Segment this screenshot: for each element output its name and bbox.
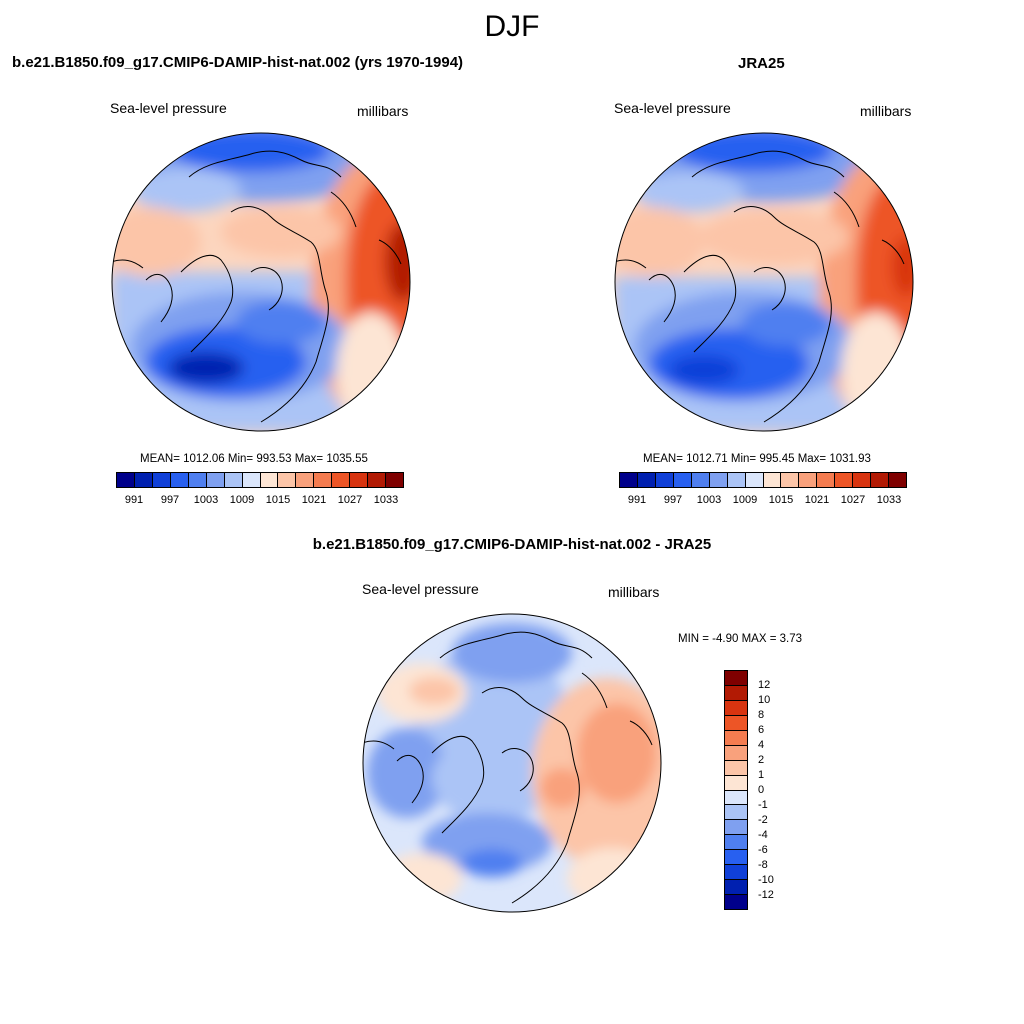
diff-colorbar-tick-label: -4 [758, 829, 768, 841]
diff-colorbar-swatch [725, 895, 747, 909]
diff-colorbar-swatch [725, 730, 747, 746]
diff-colorbar-tick-label: -1 [758, 799, 768, 811]
model-units-label: millibars [357, 103, 409, 119]
model-colorbar-swatch [117, 473, 135, 487]
diff-colorbar-swatch [725, 671, 747, 686]
diff-colorbar-tick-label: -8 [758, 859, 768, 871]
model-colorbar-swatch [278, 473, 297, 487]
diff-colorbar-swatch [725, 835, 747, 851]
diff-colorbar-swatch [725, 820, 747, 836]
model-colorbar-swatch [314, 473, 333, 487]
diff-colorbar-swatch [725, 745, 747, 761]
page-title: DJF [484, 10, 540, 43]
model-variable-label: Sea-level pressure [110, 100, 227, 116]
model-colorbar-tick-label: 1033 [373, 494, 399, 506]
diff-colorbar-tick-label: -12 [758, 889, 774, 901]
model-colorbar-tick-label: 1009 [229, 494, 255, 506]
obs-colorbar-tick-label: 1021 [804, 494, 830, 506]
obs-colorbar-swatch [637, 473, 656, 487]
obs-colorbar-swatch [745, 473, 764, 487]
obs-colorbar-tick-label: 991 [627, 494, 647, 506]
obs-colorbar-tick-label: 997 [663, 494, 683, 506]
model-stats: MEAN= 1012.06 Min= 993.53 Max= 1035.55 [140, 453, 368, 465]
model-colorbar-swatch [332, 473, 351, 487]
model-colorbar-swatch [224, 473, 243, 487]
diff-variable-label: Sea-level pressure [362, 581, 479, 597]
model-colorbar-swatch [368, 473, 387, 487]
obs-colorbar-swatch [781, 473, 800, 487]
model-colorbar [116, 472, 404, 488]
model-colorbar-swatch [242, 473, 261, 487]
diff-colorbar-swatch [725, 880, 747, 896]
obs-colorbar-swatch [709, 473, 728, 487]
diff-units-label: millibars [608, 584, 660, 600]
diff-colorbar-tick-label: 6 [758, 724, 765, 736]
diff-stats: MIN = -4.90 MAX = 3.73 [678, 633, 803, 645]
diff-colorbar-tick-label: -6 [758, 844, 768, 856]
obs-colorbar-tick-label: 1009 [732, 494, 758, 506]
diff-colorbar-tick-label: 4 [758, 739, 765, 751]
diff-colorbar-tick-label: 8 [758, 709, 765, 721]
model-colorbar-tick-label: 1027 [337, 494, 363, 506]
diff-colorbar-swatch [725, 700, 747, 716]
diff-colorbar-swatch [725, 775, 747, 791]
diff-colorbar-tick-label: 10 [758, 694, 771, 706]
obs-colorbar-swatch [763, 473, 782, 487]
diff-colorbar-tick-label: 1 [758, 769, 765, 781]
diff-colorbar-tick-label: 0 [758, 784, 765, 796]
model-colorbar-tick-label: 1015 [265, 494, 291, 506]
diff-colorbar-swatch [725, 805, 747, 821]
obs-colorbar-swatch [817, 473, 836, 487]
obs-stats: MEAN= 1012.71 Min= 995.45 Max= 1031.93 [643, 453, 871, 465]
diff-polar-map [362, 613, 662, 913]
model-colorbar-tick-label: 997 [160, 494, 180, 506]
obs-colorbar-swatch [655, 473, 674, 487]
diff-colorbar [724, 670, 748, 910]
model-colorbar-swatch [134, 473, 153, 487]
obs-colorbar-swatch [889, 473, 906, 487]
obs-colorbar-swatch [799, 473, 818, 487]
diff-colorbar-tick-label: -2 [758, 814, 768, 826]
obs-variable-label: Sea-level pressure [614, 100, 731, 116]
diff-colorbar-tick-label: 12 [758, 679, 771, 691]
diff-colorbar-swatch [725, 715, 747, 731]
model-colorbar-tick-label: 991 [124, 494, 144, 506]
model-colorbar-swatch [170, 473, 189, 487]
model-polar-map [111, 132, 411, 432]
obs-polar-map [614, 132, 914, 432]
model-colorbar-swatch [188, 473, 207, 487]
obs-units-label: millibars [860, 103, 912, 119]
diff-colorbar-swatch [725, 760, 747, 776]
obs-colorbar-swatch [853, 473, 872, 487]
obs-colorbar-tick-label: 1003 [696, 494, 722, 506]
model-colorbar-tick-label: 1021 [301, 494, 327, 506]
diff-colorbar-swatch [725, 850, 747, 866]
diff-panel-title: b.e21.B1850.f09_g17.CMIP6-DAMIP-hist-nat… [312, 536, 712, 553]
diff-colorbar-swatch [725, 790, 747, 806]
obs-colorbar-swatch [673, 473, 692, 487]
obs-panel-title: JRA25 [738, 55, 785, 72]
obs-colorbar-swatch [871, 473, 890, 487]
model-colorbar-swatch [350, 473, 369, 487]
model-colorbar-swatch [152, 473, 171, 487]
model-colorbar-tick-label: 1003 [193, 494, 219, 506]
obs-colorbar [619, 472, 907, 488]
obs-colorbar-tick-label: 1015 [768, 494, 794, 506]
model-colorbar-swatch [296, 473, 315, 487]
obs-colorbar-tick-label: 1033 [876, 494, 902, 506]
diff-colorbar-swatch [725, 685, 747, 701]
model-panel-title: b.e21.B1850.f09_g17.CMIP6-DAMIP-hist-nat… [12, 54, 464, 71]
obs-colorbar-swatch [691, 473, 710, 487]
obs-colorbar-tick-label: 1027 [840, 494, 866, 506]
model-colorbar-swatch [206, 473, 225, 487]
diff-colorbar-tick-label: -10 [758, 874, 774, 886]
obs-colorbar-swatch [620, 473, 638, 487]
obs-colorbar-swatch [835, 473, 854, 487]
model-colorbar-swatch [260, 473, 279, 487]
diff-colorbar-tick-label: 2 [758, 754, 765, 766]
obs-colorbar-swatch [727, 473, 746, 487]
diff-colorbar-swatch [725, 865, 747, 881]
model-colorbar-swatch [386, 473, 403, 487]
